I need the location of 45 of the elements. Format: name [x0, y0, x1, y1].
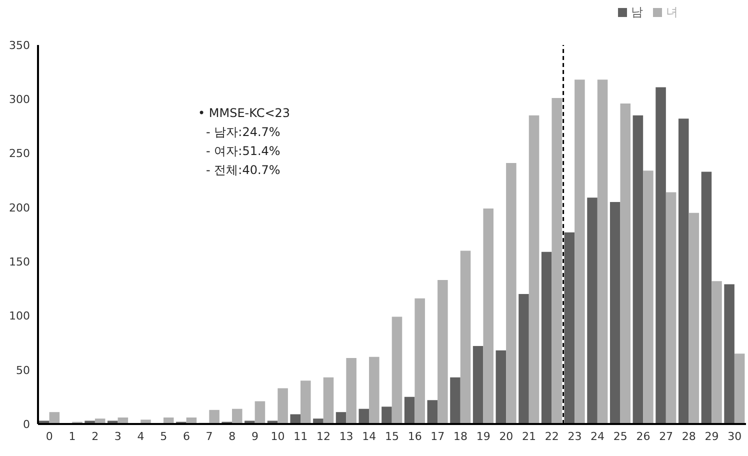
x-tick-label: 10 [270, 430, 285, 443]
x-tick-label: 13 [339, 430, 354, 443]
y-tick-label: 350 [9, 38, 30, 52]
x-tick-label: 18 [454, 430, 468, 443]
x-tick-label: 24 [590, 430, 605, 443]
annotation: - 전체:40.7% [205, 162, 282, 179]
x-tick-label: 15 [385, 430, 399, 443]
x-tick-label: 7 [206, 430, 213, 443]
x-tick-label: 16 [408, 430, 422, 443]
annotation: - 남자:24.7% [205, 124, 282, 141]
x-tick-label: 20 [499, 430, 514, 443]
x-tick-label: 23 [568, 430, 582, 443]
y-tick-label: 50 [16, 364, 30, 377]
x-tick-label: 8 [228, 430, 236, 443]
x-tick-label: 29 [704, 430, 719, 443]
x-tick-label: 4 [137, 430, 144, 443]
x-tick-label: 9 [251, 430, 258, 443]
x-tick-label: 12 [316, 430, 330, 443]
y-tick-label: 300 [9, 93, 30, 106]
x-tick-label: 2 [92, 430, 99, 443]
annotation: • MMSE-KC<23 [198, 105, 290, 122]
x-tick-label: 26 [636, 430, 650, 443]
y-tick-label: 200 [9, 201, 30, 214]
y-tick-label: 0 [23, 418, 30, 431]
x-tick-label: 5 [160, 430, 168, 443]
x-tick-label: 3 [114, 430, 122, 443]
legend-label: 녀 [666, 5, 678, 19]
x-tick-label: 22 [544, 430, 559, 443]
x-tick-label: 17 [430, 430, 445, 443]
annotation: - 여자:51.4% [205, 143, 282, 160]
x-tick-label: 11 [294, 430, 308, 443]
x-tick-label: 25 [613, 430, 628, 443]
x-tick-label: 6 [182, 430, 190, 443]
x-tick-label: 1 [68, 430, 76, 443]
x-tick-label: 14 [362, 430, 376, 443]
y-tick-label: 250 [9, 147, 30, 160]
x-tick-label: 19 [476, 430, 490, 443]
x-tick-label: 27 [659, 430, 674, 443]
x-tick-label: 21 [522, 430, 536, 443]
x-tick-label: 28 [682, 430, 696, 443]
x-tick-label: 0 [46, 430, 53, 443]
legend-label: 남 [631, 5, 643, 19]
y-tick-label: 100 [9, 310, 30, 323]
y-tick-label: 150 [9, 255, 30, 268]
x-tick-label: 30 [728, 430, 742, 443]
